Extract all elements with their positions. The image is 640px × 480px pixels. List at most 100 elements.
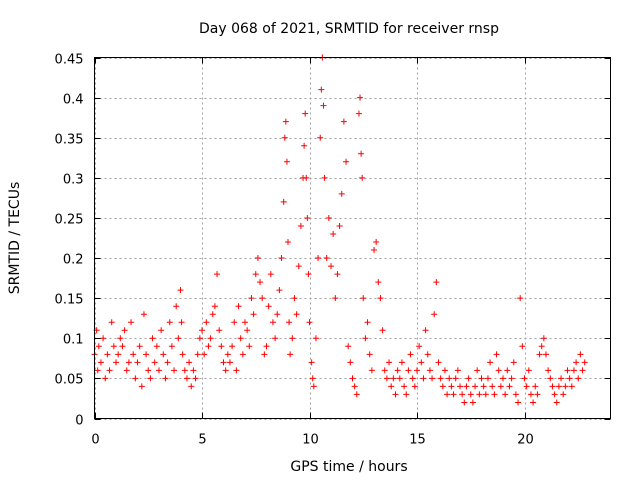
data-point <box>517 295 524 302</box>
data-point <box>183 375 190 382</box>
data-point <box>357 94 364 101</box>
data-point <box>540 335 547 342</box>
data-point <box>203 319 210 326</box>
data-point <box>480 383 487 390</box>
data-point <box>579 367 586 374</box>
data-point <box>199 327 205 334</box>
data-point <box>305 271 312 278</box>
data-point <box>293 311 300 318</box>
data-point <box>134 359 141 366</box>
data-point <box>401 383 408 390</box>
data-point <box>140 311 147 318</box>
data-point <box>345 343 352 350</box>
data-point <box>510 359 517 366</box>
x-tick-label: 10 <box>302 433 319 448</box>
data-point <box>318 86 325 93</box>
data-point <box>181 367 188 374</box>
data-point <box>523 383 530 390</box>
data-point <box>474 367 481 374</box>
data-point <box>216 327 223 334</box>
data-point <box>388 383 395 390</box>
data-point <box>411 383 418 390</box>
data-point <box>381 367 388 374</box>
data-point <box>235 303 242 310</box>
data-point <box>287 351 294 358</box>
data-point <box>575 375 582 382</box>
data-point <box>156 367 162 374</box>
data-point <box>508 375 515 382</box>
data-point <box>467 391 474 398</box>
y-tick-label: 0.35 <box>55 133 84 148</box>
data-point <box>209 311 216 318</box>
data-point <box>377 295 384 302</box>
data-points <box>91 54 588 406</box>
data-point <box>373 239 380 246</box>
data-point <box>534 391 541 398</box>
data-point <box>308 359 315 366</box>
data-point <box>519 343 526 350</box>
data-point <box>338 190 345 197</box>
data-point <box>132 375 139 382</box>
data-point <box>418 359 425 366</box>
data-point <box>196 335 203 342</box>
data-point <box>188 383 195 390</box>
data-point <box>248 295 255 302</box>
data-point <box>297 222 304 229</box>
data-point <box>224 351 231 358</box>
data-point <box>162 375 169 382</box>
data-point <box>551 391 558 398</box>
data-point <box>242 319 248 326</box>
data-point <box>543 351 549 358</box>
data-point <box>164 359 171 366</box>
data-point <box>173 303 180 310</box>
data-point <box>570 367 577 374</box>
data-point <box>435 359 442 366</box>
data-point <box>175 335 182 342</box>
data-point <box>360 295 367 302</box>
data-point <box>110 343 117 350</box>
data-point <box>214 271 221 278</box>
data-point <box>553 399 560 406</box>
data-point <box>257 279 264 286</box>
data-point <box>145 367 152 374</box>
data-point <box>359 174 366 181</box>
x-tick-label: 5 <box>198 433 206 448</box>
data-point <box>281 134 288 141</box>
data-point <box>446 375 453 382</box>
data-point <box>274 311 281 318</box>
data-point <box>362 335 369 342</box>
data-point <box>409 375 416 382</box>
data-point <box>321 174 328 181</box>
data-point <box>149 335 156 342</box>
data-point <box>366 351 373 358</box>
data-point <box>280 198 287 205</box>
data-point <box>424 351 431 358</box>
data-point <box>420 375 427 382</box>
data-point <box>177 287 184 294</box>
y-tick-label: 0.2 <box>63 253 84 268</box>
data-point <box>269 319 276 326</box>
data-point <box>325 214 332 221</box>
y-axis-label: SRMTID / TECUs <box>7 182 23 295</box>
data-point <box>233 367 240 374</box>
data-point <box>351 383 358 390</box>
data-point <box>192 375 199 382</box>
data-point <box>457 383 463 390</box>
data-point <box>317 134 324 141</box>
tick-labels: 0 5 10 15 20 0 0.05 0.1 0.15 0.2 0.25 0.3 0.35 0.4 0.4… <box>55 53 534 448</box>
data-point <box>151 359 158 366</box>
data-point <box>276 287 283 294</box>
x-tick-label: 0 <box>91 433 99 448</box>
data-point <box>581 359 588 366</box>
data-point <box>158 327 165 334</box>
data-point <box>347 359 354 366</box>
data-point <box>263 343 270 350</box>
data-point <box>452 375 459 382</box>
data-point <box>521 375 528 382</box>
data-point <box>259 295 266 302</box>
data-point <box>304 214 311 221</box>
data-point <box>439 383 446 390</box>
data-point <box>104 351 111 358</box>
data-point <box>448 383 455 390</box>
